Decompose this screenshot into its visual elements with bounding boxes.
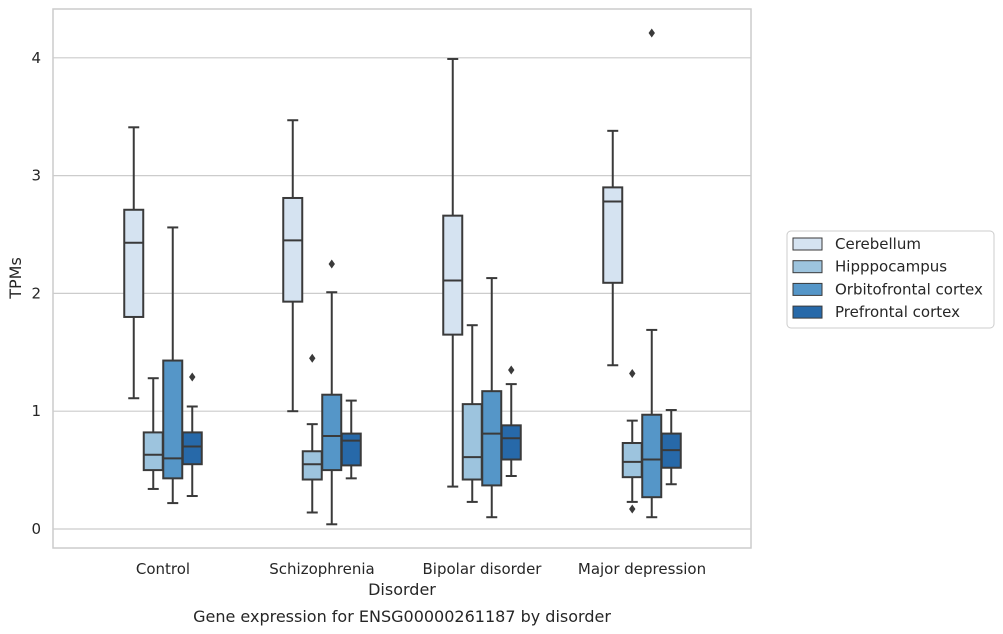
legend-swatch <box>792 305 823 319</box>
box-0-2 <box>162 226 184 505</box>
box-iqr <box>481 390 503 487</box>
legend-label: Cerebellum <box>835 235 921 253</box>
box-1-0 <box>282 119 304 413</box>
legend-label: Prefrontal cortex <box>835 303 960 321</box>
box-iqr <box>641 413 663 499</box>
box-1-1 <box>301 353 323 514</box>
plot-area <box>52 8 752 549</box>
x-axis-ticks: Control Schizophrenia Bipolar disorder Majo… <box>136 560 706 578</box>
box-0-1 <box>142 377 164 490</box>
box-iqr <box>162 359 184 480</box>
outlier-point <box>629 504 636 514</box>
box-2-1 <box>461 324 483 503</box>
box-iqr <box>282 196 304 303</box>
legend-label: Orbitofrontal cortex <box>835 280 983 298</box>
outlier-point <box>309 353 316 363</box>
box-iqr <box>621 442 643 479</box>
y-tick-label: 3 <box>31 167 41 185</box>
box-iqr <box>442 214 464 336</box>
box-iqr <box>602 186 624 284</box>
box-iqr <box>301 450 323 481</box>
box-iqr <box>142 431 164 472</box>
box-3-3 <box>660 409 682 486</box>
chart-caption: Gene expression for ENSG00000261187 by d… <box>193 607 611 626</box>
y-tick-label: 2 <box>31 284 41 302</box>
box-iqr <box>123 208 145 318</box>
box-2-2 <box>481 277 503 519</box>
x-axis-label: Disorder <box>368 580 436 599</box>
x-tick-label: Major depression <box>578 560 706 578</box>
y-axis-ticks: 0 1 2 3 4 <box>31 49 41 538</box>
legend-swatch <box>792 282 823 296</box>
outlier-point <box>328 259 335 269</box>
box-0-3 <box>181 372 203 498</box>
y-tick-label: 0 <box>31 520 41 538</box>
box-iqr <box>340 432 362 467</box>
box-2-3 <box>500 365 522 477</box>
box-1-3 <box>340 399 362 480</box>
box-3-2 <box>641 28 663 519</box>
outlier-point <box>508 365 515 375</box>
x-tick-label: Control <box>136 560 190 578</box>
x-tick-label: Schizophrenia <box>269 560 374 578</box>
legend-label: Hipppocampus <box>835 258 947 276</box>
box-iqr <box>461 403 483 481</box>
boxes <box>123 28 682 526</box>
box-iqr <box>321 393 343 472</box>
x-tick-label: Bipolar disorder <box>423 560 543 578</box>
box-0-0 <box>123 126 145 400</box>
y-axis-label: TPMs <box>6 257 25 300</box>
box-1-2 <box>321 259 343 526</box>
box-3-1 <box>621 369 643 514</box>
outlier-point <box>629 369 636 379</box>
box-3-0 <box>602 129 624 367</box>
box-iqr <box>181 431 203 466</box>
legend: Cerebellum Hipppocampus Orbitofrontal cort… <box>786 230 995 329</box>
box-iqr <box>500 424 522 461</box>
y-tick-label: 4 <box>31 49 41 67</box>
y-tick-label: 1 <box>31 402 41 420</box>
legend-frame <box>786 230 995 329</box>
box-2-0 <box>442 57 464 488</box>
legend-swatch <box>792 237 823 251</box>
outlier-point <box>648 28 655 38</box>
legend-swatch <box>792 260 823 274</box>
outlier-point <box>189 372 196 382</box>
